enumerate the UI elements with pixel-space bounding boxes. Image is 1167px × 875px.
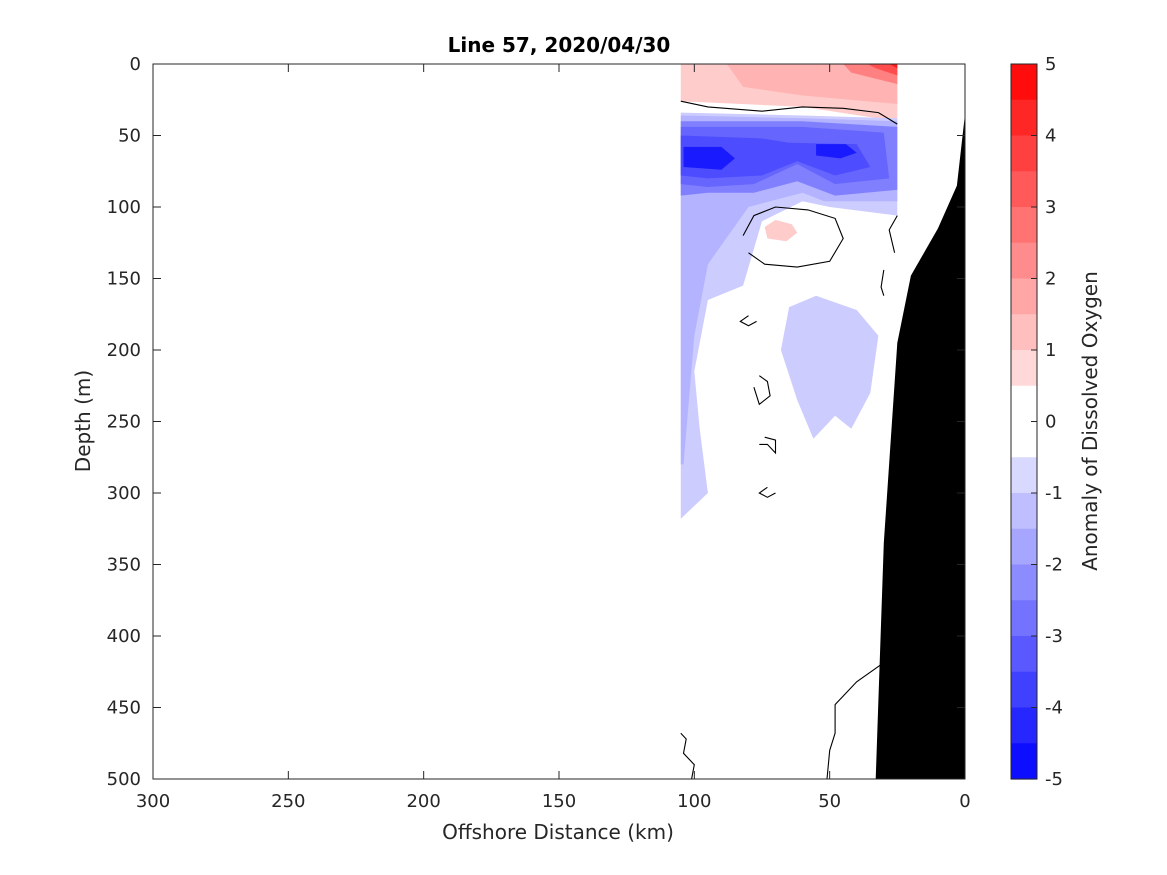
seafloor-bathymetry: [875, 114, 965, 779]
colorbar-tick-label: 4: [1045, 126, 1056, 147]
colorbar-swatch: [1011, 457, 1037, 494]
y-tick-label: 500: [107, 769, 141, 790]
zero-contour-line: [888, 215, 898, 253]
x-tick-label: 50: [818, 791, 841, 812]
y-tick-label: 100: [107, 197, 141, 218]
chart-title: Line 57, 2020/04/30: [448, 33, 671, 57]
colorbar-swatch: [1011, 600, 1037, 637]
y-tick-label: 250: [107, 412, 141, 433]
colorbar-swatch: [1011, 671, 1037, 709]
colorbar-tick-label: -4: [1045, 698, 1063, 719]
contour-fill-region: [683, 146, 735, 170]
y-tick-label: 50: [118, 126, 141, 147]
y-axis-label: Depth (m): [71, 370, 95, 472]
zero-contour-line: [680, 100, 898, 125]
contour-fill-region: [680, 115, 898, 465]
zero-contour-line: [759, 436, 777, 455]
colorbar-swatch: [1011, 99, 1037, 137]
colorbar-tick-label: -2: [1045, 555, 1063, 576]
contour-fill-region: [867, 64, 898, 76]
colorbar: -5 -4 -3 -2 -1 0 1 2 3 4 5: [1010, 54, 1063, 790]
y-tick-label: 350: [107, 555, 141, 576]
colorbar-tick-label: -3: [1045, 626, 1063, 647]
zero-contour-line: [826, 664, 882, 779]
colorbar-swatch: [1011, 493, 1037, 530]
colorbar-tick-label: 3: [1045, 197, 1056, 218]
x-tick-label: 300: [136, 791, 170, 812]
contour-fill-region: [764, 219, 798, 242]
colorbar-swatch: [1011, 707, 1037, 744]
y-tick-label: 0: [130, 54, 141, 75]
colorbar-swatch: [1011, 171, 1037, 208]
colorbar-swatch: [1011, 636, 1037, 673]
y-tick-label: 300: [107, 483, 141, 504]
x-tick-label: 0: [959, 791, 970, 812]
colorbar-swatch: [1011, 278, 1037, 315]
colorbar-label: Anomaly of Dissolved Oxygen: [1078, 271, 1102, 571]
colorbar-tick-label: -5: [1045, 769, 1063, 790]
zero-contour-line: [742, 206, 844, 268]
colorbar-swatch: [1011, 135, 1037, 172]
colorbar-tick-label: -1: [1045, 483, 1063, 504]
contour-fill-region: [780, 295, 879, 439]
zero-contour-line: [680, 732, 695, 779]
colorbar-tick-label: 2: [1045, 269, 1056, 290]
colorbar-swatch: [1011, 743, 1037, 780]
filled-contours: [680, 64, 898, 519]
colorbar-swatch: [1011, 314, 1037, 351]
x-axis-label: Offshore Distance (km): [442, 820, 674, 844]
colorbar-swatch: [1011, 564, 1037, 601]
colorbar-swatch: [1011, 207, 1037, 244]
colorbar-swatch: [1011, 242, 1037, 280]
bathymetry-layer: [875, 114, 965, 779]
zero-contour-line: [758, 486, 776, 498]
colorbar-swatch: [1011, 528, 1037, 566]
x-tick-label: 200: [406, 791, 440, 812]
zero-contour-line: [753, 375, 771, 406]
colorbar-swatch: [1011, 421, 1037, 458]
x-tick-label: 250: [271, 791, 305, 812]
colorbar-tick-label: 5: [1045, 54, 1056, 75]
colorbar-swatch: [1011, 385, 1037, 423]
colorbar-swatch: [1011, 350, 1037, 387]
contour-fill-region: [889, 64, 898, 69]
colorbar-tick-label: 0: [1045, 412, 1056, 433]
contour-fill-region: [816, 144, 857, 159]
y-tick-label: 450: [107, 698, 141, 719]
colorbar-tick-label: 1: [1045, 340, 1056, 361]
colorbar-swatch: [1011, 64, 1037, 101]
contour-fill-region: [726, 64, 898, 104]
zero-contour-lines: [680, 100, 898, 779]
y-axis: 0 50 100 150 200 250 300 350 400 450 500: [107, 54, 965, 790]
x-tick-label: 150: [542, 791, 576, 812]
y-tick-label: 200: [107, 340, 141, 361]
y-tick-label: 150: [107, 269, 141, 290]
x-tick-label: 100: [677, 791, 711, 812]
x-axis: 300 250 200 150 100 50 0: [136, 64, 971, 812]
y-tick-label: 400: [107, 626, 141, 647]
zero-contour-line: [880, 269, 885, 296]
zero-contour-line: [739, 315, 757, 327]
